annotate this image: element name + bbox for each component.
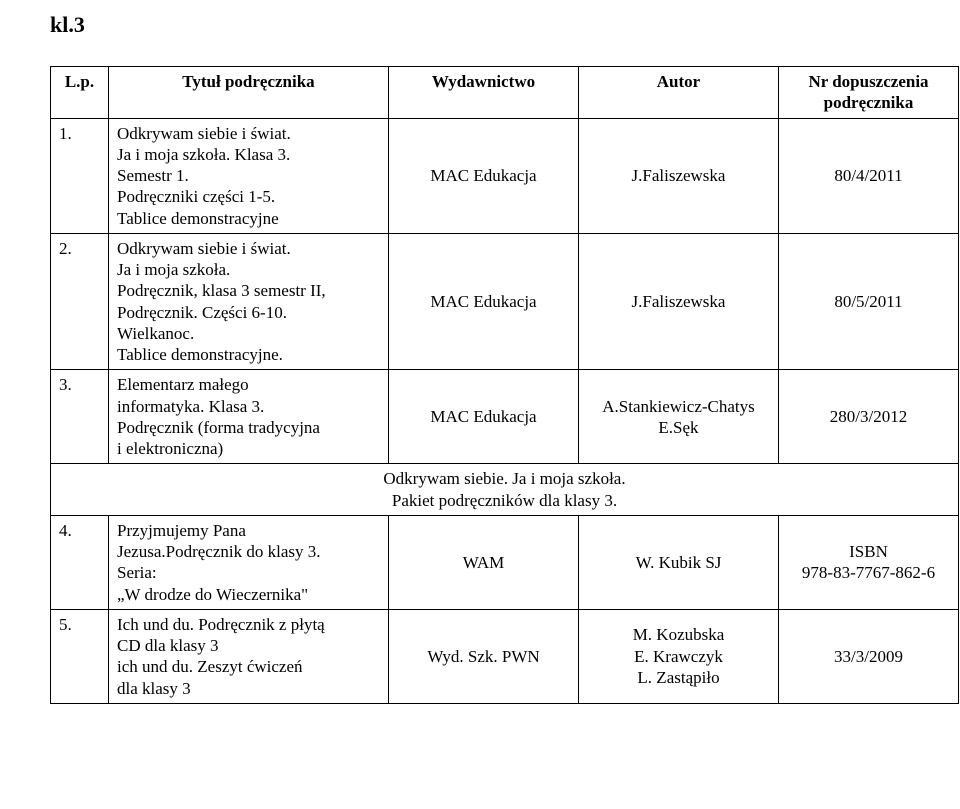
cell-lp: 4.	[51, 515, 109, 609]
cell-lp: 3.	[51, 370, 109, 464]
cell-publisher: WAM	[389, 515, 579, 609]
cell-nr: ISBN978-83-7767-862-6	[779, 515, 959, 609]
cell-publisher: Wyd. Szk. PWN	[389, 609, 579, 703]
cell-title: Odkrywam siebie i świat.Ja i moja szkoła…	[109, 118, 389, 233]
header-author: Autor	[579, 67, 779, 119]
cell-title: Przyjmujemy PanaJezusa.Podręcznik do kla…	[109, 515, 389, 609]
cell-nr: 80/4/2011	[779, 118, 959, 233]
cell-author: J.Faliszewska	[579, 118, 779, 233]
cell-span: Odkrywam siebie. Ja i moja szkoła.Pakiet…	[51, 464, 959, 516]
cell-lp: 2.	[51, 233, 109, 370]
cell-author: J.Faliszewska	[579, 233, 779, 370]
cell-lp: 5.	[51, 609, 109, 703]
cell-title: Elementarz małegoinformatyka. Klasa 3.Po…	[109, 370, 389, 464]
cell-author: A.Stankiewicz-ChatysE.Sęk	[579, 370, 779, 464]
table-row: 1. Odkrywam siebie i świat.Ja i moja szk…	[51, 118, 959, 233]
page-title: kl.3	[50, 12, 930, 38]
header-nr: Nr dopuszczenia podręcznika	[779, 67, 959, 119]
table-row: 5. Ich und du. Podręcznik z płytąCD dla …	[51, 609, 959, 703]
cell-publisher: MAC Edukacja	[389, 118, 579, 233]
textbook-table: L.p. Tytuł podręcznika Wydawnictwo Autor…	[50, 66, 959, 704]
cell-publisher: MAC Edukacja	[389, 370, 579, 464]
header-lp: L.p.	[51, 67, 109, 119]
table-body: 1. Odkrywam siebie i świat.Ja i moja szk…	[51, 118, 959, 703]
table-span-row: Odkrywam siebie. Ja i moja szkoła.Pakiet…	[51, 464, 959, 516]
table-header: L.p. Tytuł podręcznika Wydawnictwo Autor…	[51, 67, 959, 119]
table-row: 2. Odkrywam siebie i świat.Ja i moja szk…	[51, 233, 959, 370]
cell-author: W. Kubik SJ	[579, 515, 779, 609]
cell-publisher: MAC Edukacja	[389, 233, 579, 370]
cell-title: Odkrywam siebie i świat.Ja i moja szkoła…	[109, 233, 389, 370]
table-row: 4. Przyjmujemy PanaJezusa.Podręcznik do …	[51, 515, 959, 609]
header-publisher: Wydawnictwo	[389, 67, 579, 119]
cell-nr: 280/3/2012	[779, 370, 959, 464]
header-title: Tytuł podręcznika	[109, 67, 389, 119]
cell-author: M. KozubskaE. KrawczykL. Zastąpiło	[579, 609, 779, 703]
table-row: 3. Elementarz małegoinformatyka. Klasa 3…	[51, 370, 959, 464]
cell-title: Ich und du. Podręcznik z płytąCD dla kla…	[109, 609, 389, 703]
cell-lp: 1.	[51, 118, 109, 233]
cell-nr: 80/5/2011	[779, 233, 959, 370]
cell-nr: 33/3/2009	[779, 609, 959, 703]
page-container: kl.3 L.p. Tytuł podręcznika Wydawnictwo …	[0, 0, 960, 734]
